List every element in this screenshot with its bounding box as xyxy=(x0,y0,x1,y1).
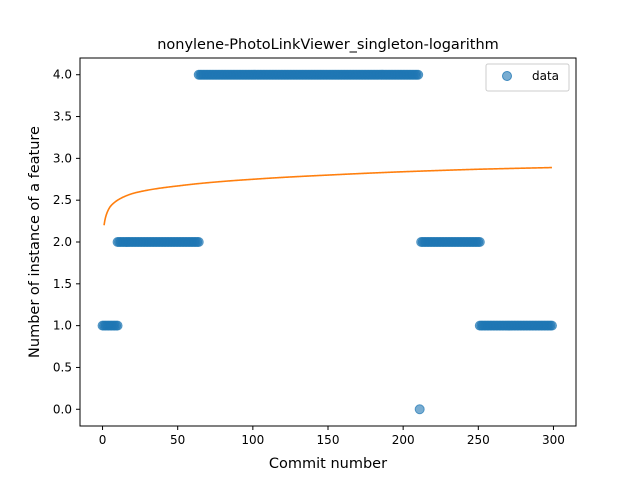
data-point xyxy=(112,320,123,331)
chart-title: nonylene-PhotoLinkViewer_singleton-logar… xyxy=(157,37,499,53)
x-tick-label: 200 xyxy=(392,433,415,447)
y-tick-label: 1.0 xyxy=(53,319,72,333)
fit-layer xyxy=(103,166,552,226)
y-tick-label: 1.5 xyxy=(53,277,72,291)
data-point xyxy=(414,404,425,415)
data-point xyxy=(193,237,204,247)
data-point xyxy=(413,69,424,80)
x-tick-label: 0 xyxy=(99,433,107,447)
legend: data xyxy=(485,63,570,92)
y-axis-label: Number of instance of a feature xyxy=(27,126,43,358)
y-tick-label: 0.5 xyxy=(53,360,72,374)
legend-label-data: data xyxy=(532,69,559,83)
x-tick-label: 300 xyxy=(542,433,565,447)
y-tick-label: 4.0 xyxy=(53,68,72,82)
legend-marker-data xyxy=(502,71,512,81)
axes-layer: 0 50 100 150 200 250 300 0.0 0.5 1.0 1.5 2.0 2.5 3.0 3… xyxy=(53,57,577,447)
x-axis-label: Commit number xyxy=(269,456,387,472)
y-tick-label: 2.0 xyxy=(53,235,72,249)
legend-frame xyxy=(485,63,570,92)
x-tick-label: 150 xyxy=(317,433,340,447)
x-tick-label: 100 xyxy=(241,433,264,447)
y-tick-label: 3.5 xyxy=(53,110,72,124)
y-tick-label: 2.5 xyxy=(53,193,72,207)
data-point xyxy=(474,237,485,247)
x-tick-label: 50 xyxy=(170,433,185,447)
plot-layer xyxy=(97,69,557,415)
x-tick-label: 250 xyxy=(467,433,490,447)
y-tick-label: 0.0 xyxy=(53,402,72,416)
fit-line xyxy=(103,166,552,226)
y-tick-label: 3.0 xyxy=(53,151,72,165)
data-point xyxy=(546,320,557,331)
